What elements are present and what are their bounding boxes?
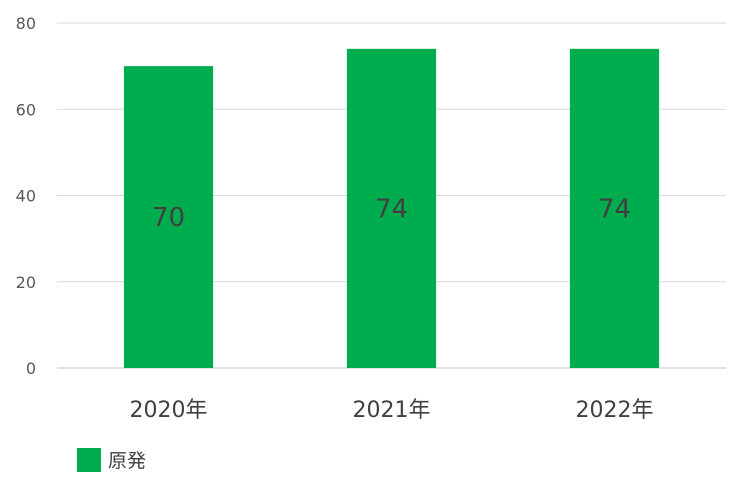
- x-axis-categories: 2020年 2021年 2022年: [130, 398, 654, 423]
- bars: [123, 48, 660, 368]
- x-category-label: 2022年: [576, 398, 654, 423]
- bar: [569, 48, 660, 368]
- y-tick-label: 20: [16, 273, 36, 292]
- bar: [346, 48, 437, 368]
- bar: [123, 66, 214, 368]
- data-label: 74: [598, 194, 631, 224]
- data-label: 70: [152, 203, 185, 233]
- y-tick-label: 0: [26, 359, 36, 378]
- y-tick-label: 40: [16, 187, 36, 206]
- x-category-label: 2020年: [130, 398, 208, 423]
- data-label: 74: [375, 194, 408, 224]
- y-tick-label: 80: [16, 14, 36, 33]
- y-tick-label: 60: [16, 100, 36, 119]
- legend-label: 原発: [108, 450, 146, 472]
- data-labels: 70 74 74: [152, 194, 631, 233]
- legend-swatch: [77, 448, 101, 472]
- x-category-label: 2021年: [353, 398, 431, 423]
- legend: 原発: [77, 448, 146, 472]
- y-axis-ticks: 0 20 40 60 80: [16, 14, 36, 378]
